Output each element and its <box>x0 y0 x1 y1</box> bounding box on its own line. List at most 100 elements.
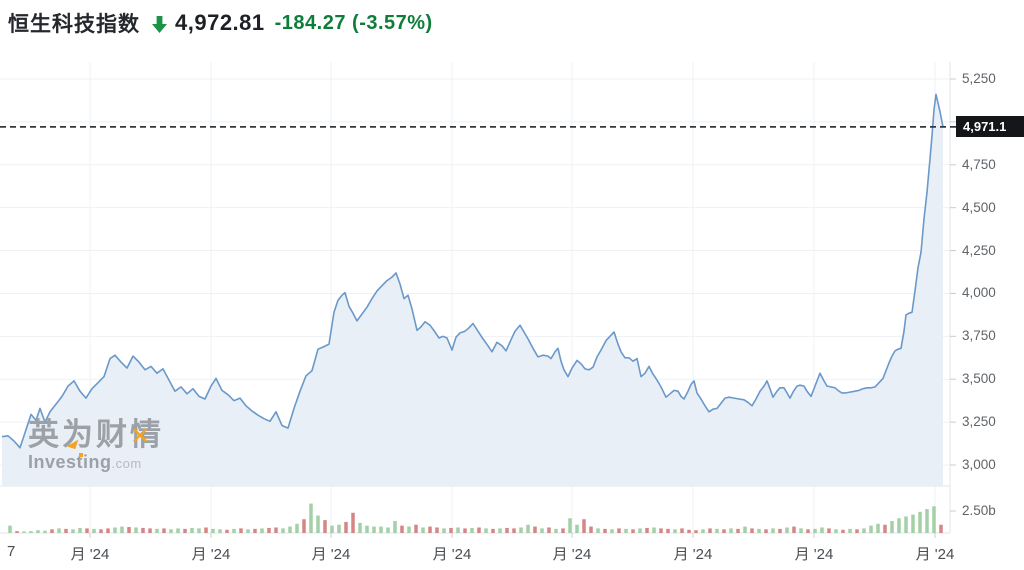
watermark-cn-text: 英为财情 ✕ <box>28 417 164 452</box>
volume-bar <box>386 527 390 533</box>
last-price-tag: 4,971.1 <box>956 116 1024 138</box>
volume-bar <box>778 528 782 533</box>
volume-bar <box>729 528 733 533</box>
y-axis-label: 3,250 <box>962 414 996 430</box>
watermark-x-accent-icon: ✕ <box>130 423 154 450</box>
volume-bar <box>764 529 768 533</box>
volume-bar <box>428 526 432 533</box>
volume-bar <box>176 528 180 533</box>
volume-bar <box>288 526 292 533</box>
volume-bar <box>29 531 33 533</box>
volume-bar <box>239 528 243 533</box>
volume-bar <box>673 529 677 533</box>
volume-bar <box>148 528 152 533</box>
volume-bar <box>659 528 663 533</box>
volume-bar <box>897 518 901 533</box>
volume-bar <box>743 526 747 533</box>
x-axis-label: 月 '24 <box>552 546 592 563</box>
x-axis-label: 月 '24 <box>432 546 472 563</box>
volume-bar <box>771 528 775 533</box>
volume-bar <box>274 527 278 533</box>
volume-bar <box>120 526 124 533</box>
y-axis-label: 3,500 <box>962 371 996 387</box>
volume-bar <box>155 528 159 533</box>
volume-bar <box>862 528 866 533</box>
volume-bar <box>400 525 404 533</box>
volume-bar <box>890 521 894 533</box>
volume-bar <box>36 530 40 533</box>
volume-bar <box>379 526 383 533</box>
volume-bar <box>211 528 215 533</box>
volume-bar <box>8 525 12 533</box>
quote-header: 恒生科技指数 4,972.81 -184.27 (-3.57%) <box>8 8 433 38</box>
price-chart-svg[interactable] <box>0 60 1024 570</box>
volume-bar <box>806 529 810 533</box>
volume-bar <box>169 529 173 533</box>
volume-bar <box>204 527 208 533</box>
volume-bar <box>414 524 418 533</box>
volume-bar <box>134 527 138 533</box>
volume-bar <box>92 528 96 533</box>
volume-bar <box>519 527 523 533</box>
investing-watermark: 英为财情 ✕ Investing.com <box>28 417 164 473</box>
price-change: -184.27 (-3.57%) <box>274 11 433 34</box>
volume-bar <box>484 528 488 533</box>
volume-bar <box>631 529 635 533</box>
volume-bar <box>372 526 376 533</box>
volume-bar <box>337 524 341 533</box>
volume-bar <box>323 520 327 533</box>
volume-bar <box>540 528 544 533</box>
volume-bar <box>22 531 26 533</box>
volume-bar <box>393 521 397 533</box>
volume-bar <box>869 525 873 533</box>
volume-bar <box>547 527 551 533</box>
volume-bar <box>708 528 712 533</box>
volume-bar <box>568 518 572 533</box>
volume-bar <box>50 529 54 533</box>
volume-bar <box>99 529 103 533</box>
volume-bar <box>512 528 516 533</box>
x-axis-label: 月 '24 <box>915 546 955 563</box>
volume-bar <box>883 524 887 533</box>
y-axis-label: 3,000 <box>962 457 996 472</box>
volume-bar <box>190 527 194 533</box>
volume-bar <box>253 528 257 533</box>
volume-bar <box>64 528 68 533</box>
volume-bar <box>715 528 719 533</box>
volume-bar <box>330 525 334 533</box>
x-axis-label: 月 '24 <box>191 546 231 563</box>
volume-bar <box>78 527 82 533</box>
volume-bar <box>925 509 929 533</box>
volume-bar <box>834 529 838 533</box>
volume-bar <box>435 527 439 533</box>
volume-bar <box>183 528 187 533</box>
volume-bar <box>57 528 61 533</box>
volume-bar <box>477 527 481 533</box>
x-axis-label: 月 '24 <box>311 546 351 563</box>
volume-bar <box>575 524 579 533</box>
volume-bar <box>491 528 495 533</box>
volume-bar <box>666 528 670 533</box>
index-name: 恒生科技指数 <box>8 13 140 36</box>
volume-bar <box>596 528 600 533</box>
volume-bar <box>911 514 915 533</box>
volume-bar <box>932 506 936 533</box>
volume-bar <box>680 528 684 533</box>
watermark-logo-text: Investing.com <box>28 452 142 472</box>
volume-bar <box>645 527 649 533</box>
volume-bar <box>939 524 943 533</box>
volume-bar <box>694 530 698 533</box>
volume-bar <box>246 529 250 533</box>
volume-bar <box>113 527 117 533</box>
volume-bar <box>792 526 796 533</box>
volume-bar <box>197 528 201 533</box>
volume-bar <box>456 527 460 533</box>
volume-bar <box>421 527 425 533</box>
volume-bar <box>638 528 642 533</box>
volume-bar <box>498 528 502 533</box>
price-chart[interactable]: 5,2505,0004,7504,5004,2504,0003,7503,500… <box>0 60 1024 570</box>
volume-bar <box>876 523 880 533</box>
volume-bar <box>750 528 754 533</box>
y-axis-label: 4,000 <box>962 285 996 301</box>
